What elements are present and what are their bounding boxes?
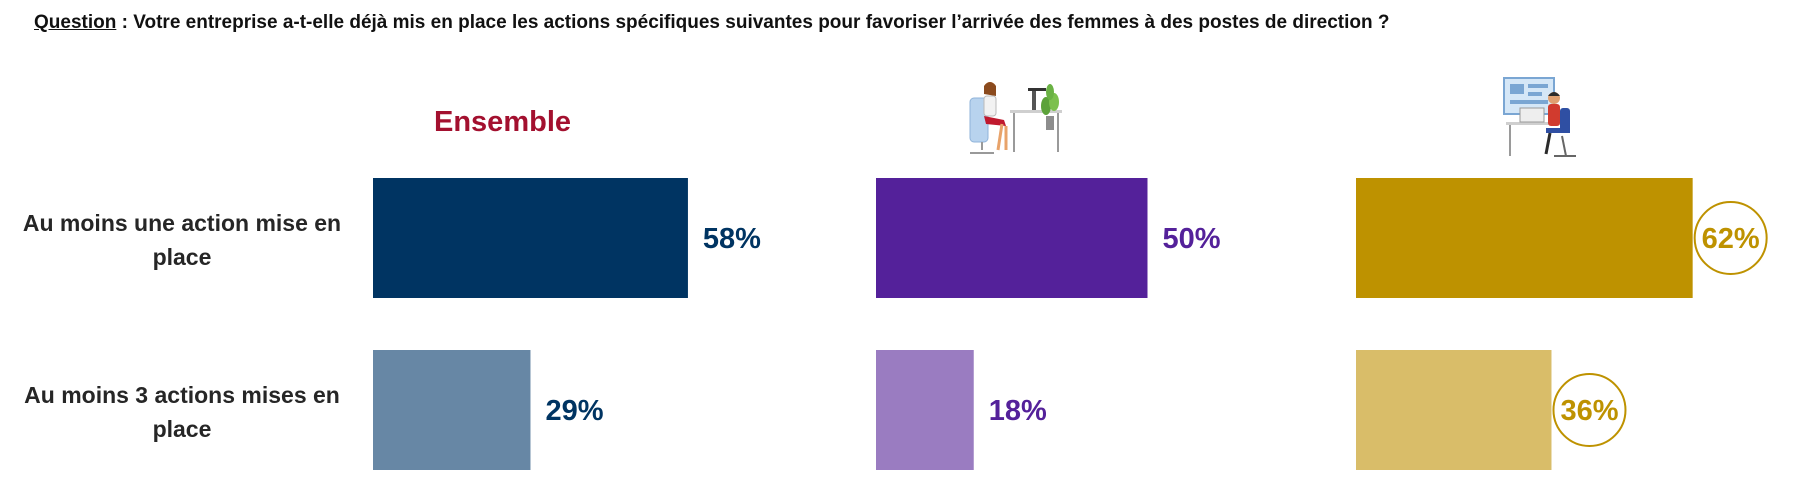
question-body: : Votre entreprise a-t-elle déjà mis en … [116, 12, 1390, 33]
value-label-1-1: 18% [989, 395, 1047, 427]
value-circle-2-0 [1693, 201, 1768, 275]
value-label-1-0: 50% [1162, 223, 1220, 255]
bar-1-0 [876, 178, 1148, 298]
value-circle-2-1 [1552, 373, 1627, 447]
bar-1-1 [876, 350, 974, 470]
group-title-ensemble: Ensemble [434, 106, 571, 138]
bar-2-1 [1356, 350, 1552, 470]
man-at-desk-icon [1503, 77, 1576, 157]
category-label-0: Au moins une action mise en place [22, 210, 342, 270]
value-label-0-0: 58% [703, 223, 761, 255]
woman-at-desk-icon [969, 82, 1062, 154]
value-label-2-0: 62% [1702, 223, 1760, 255]
value-label-0-1: 29% [545, 395, 603, 427]
question-label: Question [34, 12, 117, 33]
bar-0-1 [373, 350, 531, 470]
bar-2-0 [1356, 178, 1693, 298]
category-label-1: Au moins 3 actions mises en place [24, 382, 340, 442]
bar-0-0 [373, 178, 688, 298]
question-text: Question : Votre entreprise a-t-elle déj… [34, 12, 1389, 34]
value-label-2-1: 36% [1560, 395, 1618, 427]
